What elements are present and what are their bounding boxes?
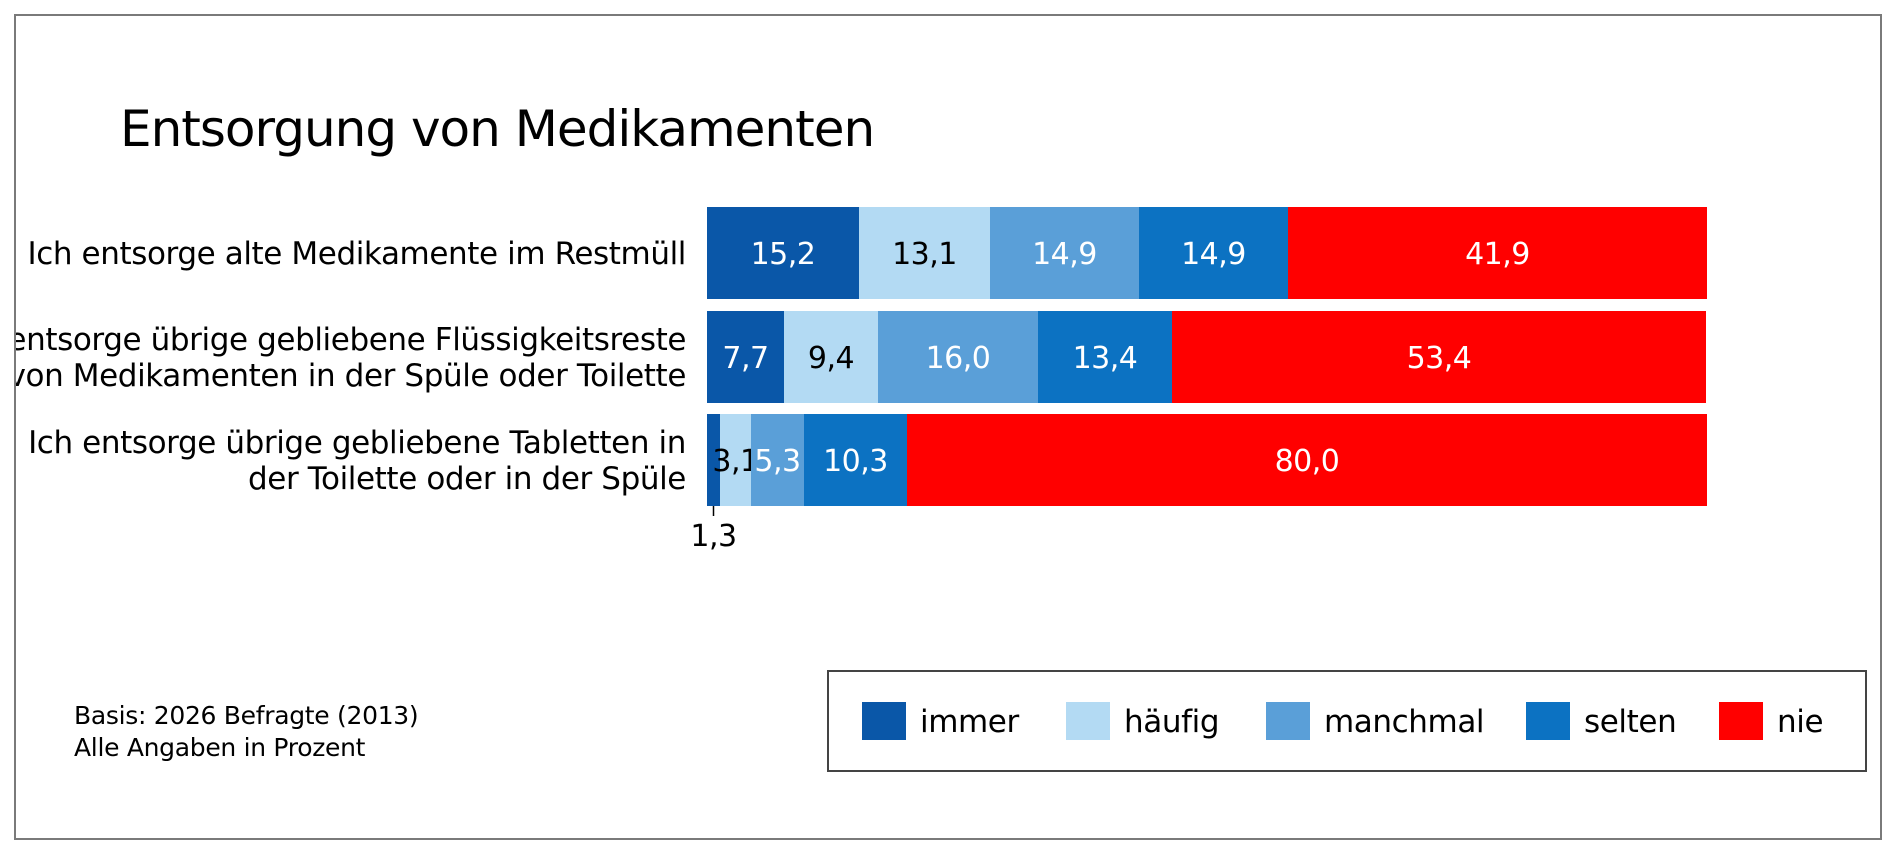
chart-svg: Entsorgung von Medikamenten Ich entsorge… (16, 100, 1867, 772)
legend-label-immer: immer (920, 704, 1019, 740)
data-label: 16,0 (926, 341, 991, 376)
legend: immer häufig manchmal selten nie (827, 670, 1867, 772)
category-label: von Medikamenten in der Spüle oder Toile… (16, 358, 686, 394)
data-label: 13,1 (892, 237, 957, 272)
bar-segment-immer (707, 311, 784, 403)
category-labels: Ich entsorge alte Medikamente im Restmül… (16, 236, 686, 497)
bar-segment-manchmal (751, 414, 804, 506)
bar-segment-manchmal (878, 311, 1038, 403)
data-label: 7,7 (722, 341, 768, 376)
bar-segment-häufig (720, 414, 751, 506)
category-label: der Toilette oder in der Spüle (248, 461, 686, 497)
legend-label-nie: nie (1777, 704, 1823, 740)
units-note: Alle Angaben in Prozent (74, 733, 366, 762)
bar-segment-selten (1038, 311, 1172, 403)
bar-segment-häufig (784, 311, 878, 403)
bar-segment-selten (804, 414, 907, 506)
bar-segment-selten (1139, 207, 1288, 299)
legend-swatch-manchmal (1266, 702, 1310, 740)
bar-segment-manchmal (990, 207, 1139, 299)
data-label: 41,9 (1465, 237, 1530, 272)
bar-segment-nie (1172, 311, 1706, 403)
data-label: 13,4 (1073, 341, 1138, 376)
bar-segment-nie (907, 414, 1707, 506)
legend-swatch-selten (1526, 702, 1570, 740)
legend-swatch-häufig (1066, 702, 1110, 740)
bar-segment-immer (707, 414, 720, 506)
chart-title: Entsorgung von Medikamenten (120, 100, 874, 158)
annotations: 1,3 (690, 506, 737, 554)
annotation-label: 1,3 (690, 519, 736, 554)
data-label: 80,0 (1275, 444, 1340, 479)
chart-frame: Entsorgung von Medikamenten Ich entsorge… (14, 14, 1882, 840)
bar-segment-häufig (859, 207, 990, 299)
data-label: 15,2 (751, 237, 816, 272)
category-label: Ich entsorge übrige gebliebene Tabletten… (28, 425, 686, 461)
bar-segment-immer (707, 207, 859, 299)
legend-box (827, 670, 1867, 772)
legend-label-selten: selten (1584, 704, 1676, 740)
data-label: 53,4 (1407, 341, 1472, 376)
data-label: 9,4 (808, 341, 854, 376)
bars: 15,2 13,1 14,9 14,9 41,97,7 9,4 16,0 13,4 53,43,… (707, 207, 1707, 506)
bar-segment-nie (1288, 207, 1707, 299)
data-label: 5,3 (754, 444, 800, 479)
category-label: Ich entsorge alte Medikamente im Restmül… (27, 236, 686, 272)
legend-label-häufig: häufig (1124, 704, 1219, 740)
category-label: Ich entsorge übrige gebliebene Flüssigke… (16, 322, 686, 358)
data-label: 10,3 (823, 444, 888, 479)
legend-swatch-nie (1719, 702, 1763, 740)
legend-swatch-immer (862, 702, 906, 740)
basis-note: Basis: 2026 Befragte (2013) (74, 701, 418, 730)
legend-label-manchmal: manchmal (1324, 704, 1484, 740)
data-label: 14,9 (1032, 237, 1097, 272)
data-label: 14,9 (1181, 237, 1246, 272)
